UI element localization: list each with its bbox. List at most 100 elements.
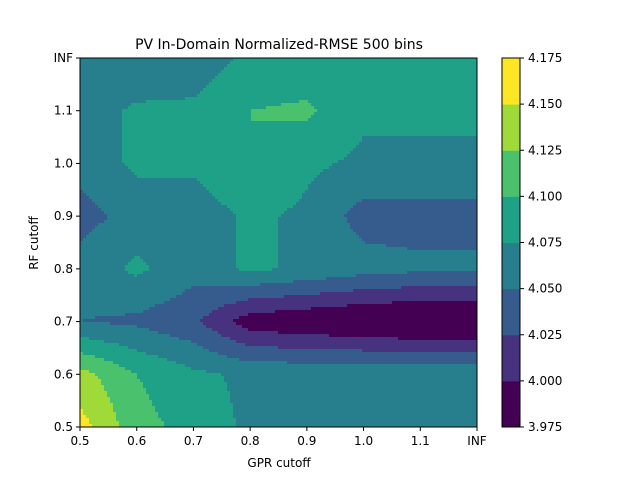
contour-cell (419, 100, 423, 104)
contour-cell (455, 109, 459, 113)
contour-cell (263, 91, 267, 95)
contour-cell (440, 103, 444, 107)
contour-cell (248, 142, 252, 146)
contour-cell (407, 133, 411, 137)
contour-cell (83, 73, 87, 77)
contour-cell (221, 133, 225, 137)
contour-cell (395, 166, 399, 170)
contour-cell (281, 88, 285, 92)
contour-cell (362, 82, 366, 86)
contour-cell (452, 124, 456, 128)
contour-cell (149, 139, 153, 143)
contour-cell (365, 76, 369, 80)
contour-cell (113, 166, 117, 170)
contour-cell (473, 109, 477, 113)
contour-cell (227, 139, 231, 143)
contour-cell (176, 121, 180, 125)
contour-cell (194, 85, 198, 89)
contour-cell (425, 76, 429, 80)
contour-cell (338, 133, 342, 137)
contour-cell (149, 133, 153, 137)
contour-cell (224, 145, 228, 149)
contour-cell (203, 58, 207, 62)
contour-cell (239, 166, 243, 170)
contour-cell (356, 160, 360, 164)
contour-cell (227, 85, 231, 89)
contour-cell (374, 109, 378, 113)
contour-cell (137, 100, 141, 104)
contour-cell (134, 148, 138, 152)
contour-cell (266, 121, 270, 125)
contour-cell (380, 115, 384, 119)
contour-cell (401, 88, 405, 92)
contour-cell (176, 109, 180, 113)
contour-cell (212, 157, 216, 161)
contour-cell (443, 142, 447, 146)
contour-cell (257, 70, 261, 74)
contour-cell (455, 160, 459, 164)
contour-cell (221, 151, 225, 155)
contour-cell (227, 58, 231, 62)
contour-cell (440, 61, 444, 65)
contour-cell (293, 61, 297, 65)
contour-cell (383, 70, 387, 74)
contour-cell (194, 70, 198, 74)
contour-cell (371, 67, 375, 71)
contour-cell (308, 103, 312, 107)
contour-cell (443, 100, 447, 104)
contour-cell (431, 121, 435, 125)
contour-cell (179, 127, 183, 131)
contour-cell (206, 70, 210, 74)
contour-cell (431, 133, 435, 137)
contour-cell (272, 139, 276, 143)
contour-cell (308, 130, 312, 134)
contour-cell (95, 103, 99, 107)
contour-cell (98, 97, 102, 101)
contour-cell (272, 91, 276, 95)
contour-cell (380, 133, 384, 137)
contour-cell (152, 76, 156, 80)
contour-cell (236, 64, 240, 68)
contour-cell (434, 127, 438, 131)
contour-cell (149, 154, 153, 158)
contour-cell (335, 58, 339, 62)
contour-cell (107, 100, 111, 104)
contour-cell (137, 58, 141, 62)
contour-cell (149, 103, 153, 107)
contour-cell (416, 160, 420, 164)
contour-cell (452, 91, 456, 95)
contour-cell (341, 106, 345, 110)
contour-cell (197, 61, 201, 65)
contour-cell (176, 115, 180, 119)
contour-cell (236, 88, 240, 92)
contour-cell (395, 133, 399, 137)
contour-cell (275, 115, 279, 119)
contour-cell (140, 157, 144, 161)
contour-cell (137, 133, 141, 137)
contour-cell (410, 97, 414, 101)
contour-cell (131, 73, 135, 77)
contour-cell (377, 100, 381, 104)
contour-cell (422, 163, 426, 167)
contour-cell (128, 130, 132, 134)
contour-cell (284, 79, 288, 83)
contour-cell (167, 148, 171, 152)
contour-cell (398, 154, 402, 158)
contour-cell (206, 112, 210, 116)
contour-cell (359, 112, 363, 116)
contour-cell (272, 118, 276, 122)
contour-cell (203, 124, 207, 128)
contour-cell (338, 94, 342, 98)
contour-cell (470, 163, 474, 167)
contour-cell (224, 127, 228, 131)
contour-cell (386, 73, 390, 77)
contour-cell (104, 85, 108, 89)
contour-cell (173, 82, 177, 86)
contour-cell (203, 142, 207, 146)
contour-cell (185, 100, 189, 104)
contour-cell (230, 121, 234, 125)
contour-cell (356, 142, 360, 146)
contour-cell (287, 58, 291, 62)
contour-cell (107, 67, 111, 71)
contour-cell (164, 91, 168, 95)
